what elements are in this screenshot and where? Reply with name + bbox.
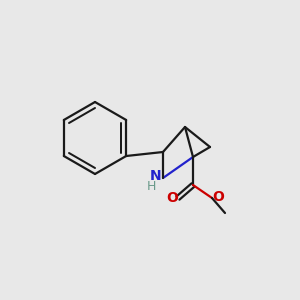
Text: H: H xyxy=(146,181,156,194)
Text: O: O xyxy=(166,191,178,205)
Text: N: N xyxy=(150,169,162,183)
Text: O: O xyxy=(212,190,224,204)
